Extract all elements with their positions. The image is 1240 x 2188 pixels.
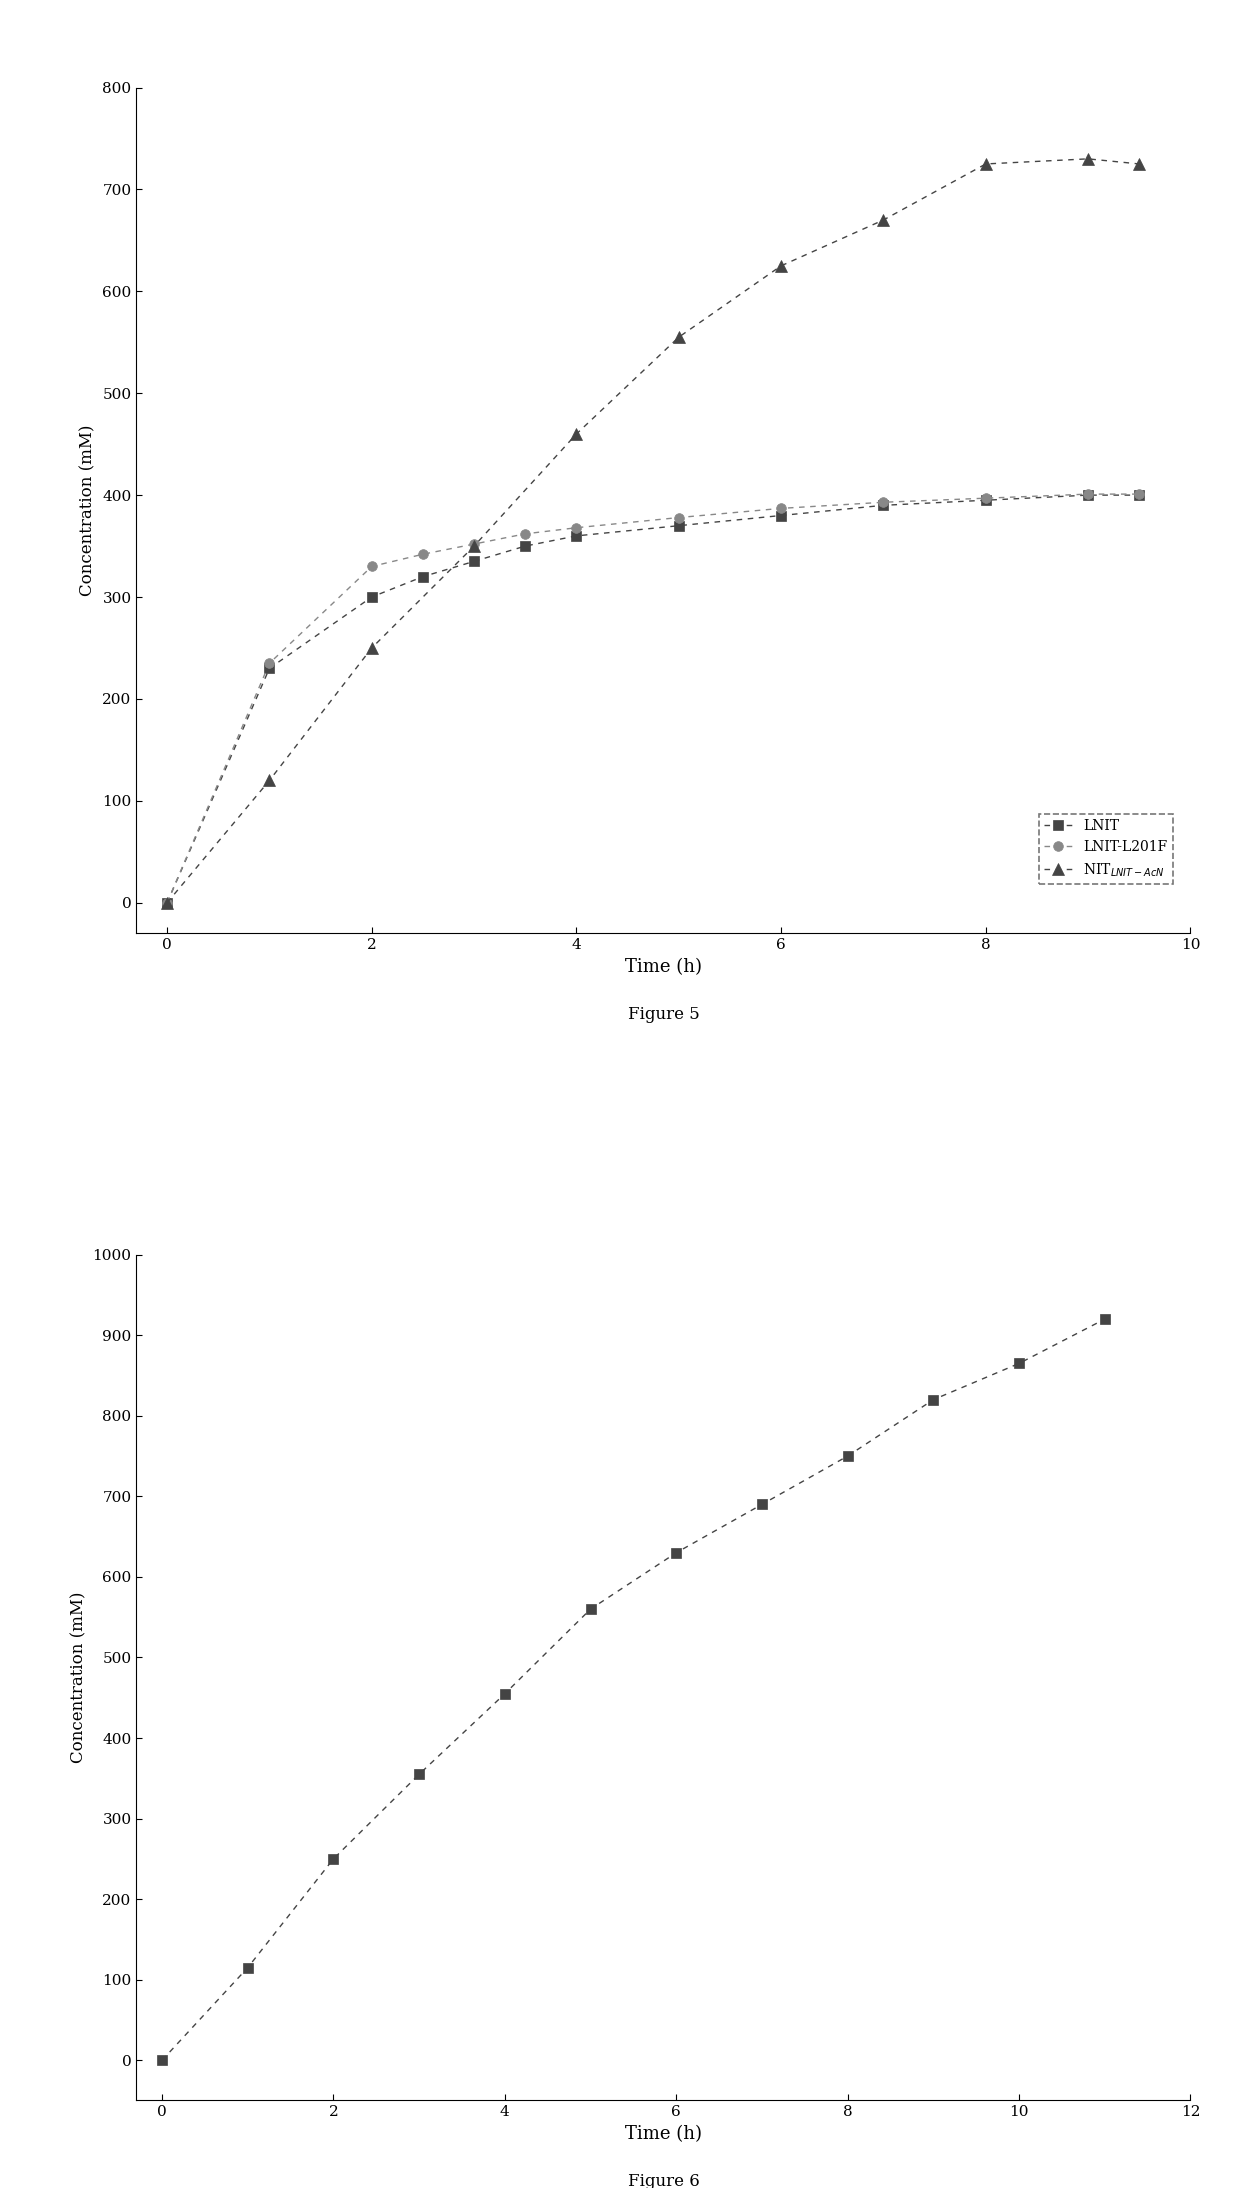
NIT$_{LNIT-AcN}$ [262,768,277,794]
NIT$_{LNIT-AcN}$ [1080,147,1095,173]
Text: Figure 6: Figure 6 [627,2173,699,2188]
LNIT-L201F [365,554,379,580]
NIT$_{LNIT-AcN}$ [978,151,993,177]
Y-axis label: Concentration (mM): Concentration (mM) [69,1593,87,1764]
LNIT-L201F [415,540,430,567]
LNIT-L201F [466,532,481,558]
X-axis label: Time (h): Time (h) [625,958,702,976]
LNIT-L201F [518,521,533,547]
LNIT-L201F [569,514,584,540]
LNIT-L201F [1080,481,1095,508]
NIT$_{LNIT-AcN}$ [466,534,481,560]
Line: NIT$_{LNIT-AcN}$: NIT$_{LNIT-AcN}$ [161,153,1145,908]
NIT$_{LNIT-AcN}$ [774,254,789,280]
LNIT [415,565,430,591]
NIT$_{LNIT-AcN}$ [365,635,379,661]
LNIT-L201F [1132,481,1147,508]
LNIT [262,654,277,680]
LNIT-L201F [978,486,993,512]
LNIT [569,523,584,549]
Line: LNIT-L201F: LNIT-L201F [162,490,1145,908]
Legend: LNIT, LNIT-L201F, NIT$_{LNIT-AcN}$: LNIT, LNIT-L201F, NIT$_{LNIT-AcN}$ [1039,814,1173,884]
LNIT [671,512,686,538]
NIT$_{LNIT-AcN}$ [875,208,890,234]
LNIT-L201F [671,505,686,532]
NIT$_{LNIT-AcN}$ [1132,151,1147,177]
Text: Figure 5: Figure 5 [627,1006,699,1022]
LNIT-L201F [160,891,175,917]
LNIT [466,549,481,575]
LNIT [875,492,890,519]
NIT$_{LNIT-AcN}$ [671,324,686,350]
LNIT-L201F [875,490,890,516]
LNIT [1132,481,1147,508]
LNIT-L201F [774,494,789,521]
LNIT [978,488,993,514]
LNIT [518,534,533,560]
NIT$_{LNIT-AcN}$ [160,891,175,917]
LNIT [160,891,175,917]
NIT$_{LNIT-AcN}$ [569,420,584,446]
Line: LNIT: LNIT [162,490,1145,908]
LNIT [774,503,789,529]
LNIT [365,584,379,610]
LNIT [1080,481,1095,508]
LNIT-L201F [262,650,277,676]
X-axis label: Time (h): Time (h) [625,2125,702,2142]
Y-axis label: Concentration (mM): Concentration (mM) [79,424,97,595]
